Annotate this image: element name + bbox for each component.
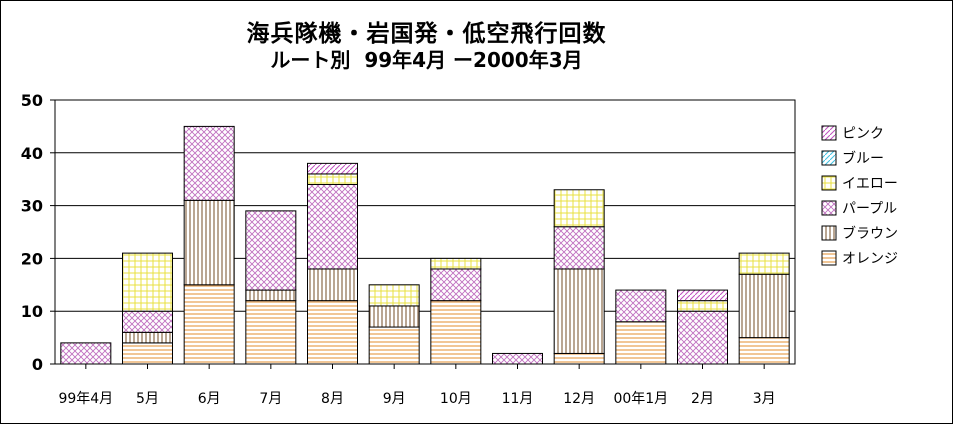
bar-segment	[553, 189, 605, 228]
axes: 0 10 20 30 40 50 99年4月 5月 6月 7月 8月 9月 10月 11月 12月 00年1月…	[21, 91, 796, 407]
x-tick-label: 3月	[753, 391, 776, 407]
legend-label: ピンク	[842, 126, 884, 142]
x-tick-label: 00年1月	[613, 391, 668, 407]
legend-swatch	[821, 200, 837, 216]
bar-segment	[738, 252, 790, 275]
bar-segment	[738, 337, 790, 365]
bar-segment	[60, 342, 112, 365]
bar-segment	[183, 199, 235, 286]
y-tick-label: 20	[21, 249, 43, 268]
legend-label: パープル	[842, 201, 897, 217]
x-tick-label: 7月	[259, 391, 282, 407]
legend-swatch	[821, 225, 837, 241]
bar-segment	[122, 331, 173, 344]
plot-area-border	[54, 99, 796, 365]
legend-swatch	[821, 250, 837, 266]
gridlines	[55, 152, 795, 312]
x-tick-label: 2月	[691, 391, 714, 407]
bar-segment	[677, 289, 728, 302]
bar-segment	[677, 300, 728, 312]
x-tick-label: 11月	[502, 391, 534, 407]
x-tick-label: 12月	[563, 391, 595, 407]
chart-subtitle: ルート別 99年4月 ー2000年3月	[270, 48, 583, 72]
bar-segment	[430, 268, 482, 302]
bar-segment	[307, 173, 358, 185]
bar-segment	[677, 310, 728, 365]
y-tick-label: 10	[21, 302, 43, 321]
legend-swatch	[821, 175, 837, 191]
bar-segment	[430, 257, 482, 270]
bar-segment	[245, 289, 297, 302]
y-tick-label: 30	[21, 197, 43, 216]
bar-segment	[615, 289, 667, 323]
bar-segment	[368, 326, 420, 365]
x-tick-label: 8月	[321, 391, 344, 407]
legend-label: イエロー	[842, 176, 898, 192]
bar-segment	[307, 183, 358, 270]
x-tick-label: 6月	[198, 391, 221, 407]
bars	[60, 125, 790, 365]
x-tick-label: 5月	[136, 391, 159, 407]
bar-segment	[122, 252, 173, 312]
bar-segment	[553, 268, 605, 354]
bar-segment	[307, 300, 358, 365]
legend-swatch	[821, 150, 837, 166]
bar-segment	[553, 352, 605, 365]
y-tick-label: 0	[32, 355, 43, 374]
bar-segment	[615, 321, 667, 365]
bar-segment	[245, 210, 297, 291]
bar-segment	[368, 284, 420, 307]
bar-segment	[368, 305, 420, 328]
legend-label: ブラウン	[842, 225, 898, 242]
y-tick-label: 40	[21, 144, 43, 163]
bar-segment	[553, 226, 605, 270]
y-tick-label: 50	[21, 91, 43, 110]
chart-title: 海兵隊機・岩国発・低空飛行回数	[246, 21, 607, 47]
legend-label: オレンジ	[842, 251, 898, 267]
x-tick-label: 99年4月	[58, 391, 113, 407]
legend-label: ブルー	[842, 150, 884, 167]
bar-segment	[492, 352, 543, 365]
bar-segment	[307, 268, 358, 302]
bar-segment	[245, 300, 297, 365]
bar-segment	[183, 125, 235, 201]
x-tick-label: 10月	[440, 391, 472, 407]
bar-segment	[183, 284, 235, 365]
bar-segment	[738, 273, 790, 339]
bar-segment	[307, 162, 358, 175]
legend-swatch	[821, 125, 837, 141]
x-tick-label: 9月	[383, 391, 406, 407]
bar-segment	[122, 342, 173, 365]
bar-segment	[122, 310, 173, 333]
bar-segment	[430, 300, 482, 365]
